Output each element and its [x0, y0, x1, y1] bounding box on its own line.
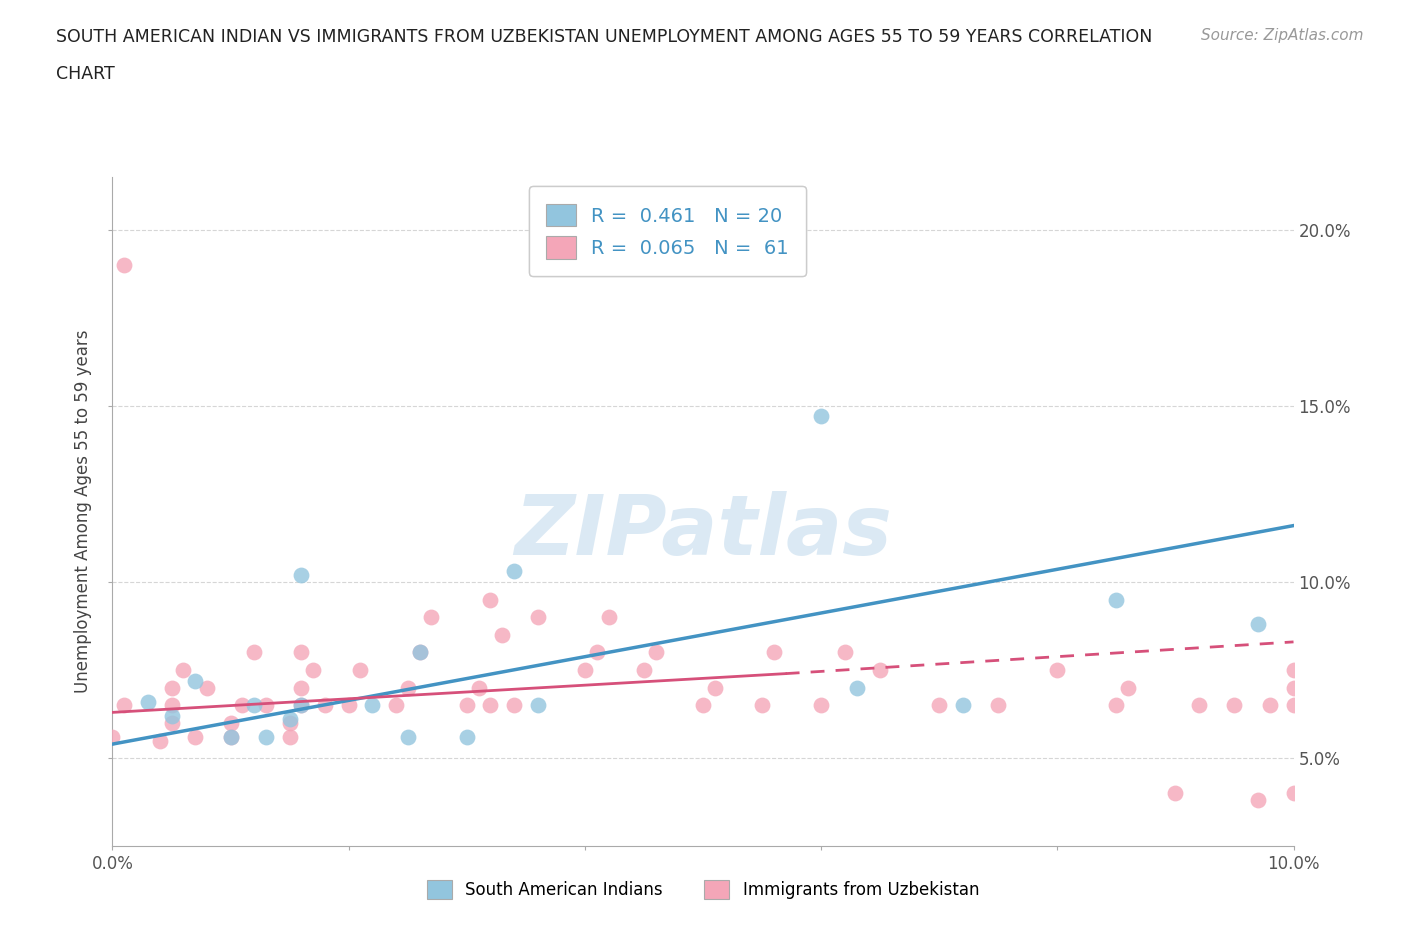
Point: [112, 698, 135, 712]
Point: [302, 663, 325, 678]
Point: [219, 730, 242, 745]
Point: [491, 628, 513, 643]
Point: [290, 698, 312, 712]
Point: [810, 698, 832, 712]
Point: [1282, 663, 1305, 678]
Point: [160, 698, 183, 712]
Point: [467, 680, 489, 695]
Point: [1258, 698, 1281, 712]
Text: ZIPatlas: ZIPatlas: [515, 491, 891, 572]
Point: [136, 695, 159, 710]
Point: [1116, 680, 1139, 695]
Point: [149, 733, 172, 748]
Point: [633, 663, 655, 678]
Point: [1282, 680, 1305, 695]
Point: [278, 730, 301, 745]
Point: [396, 730, 419, 745]
Point: [845, 680, 868, 695]
Point: [1105, 698, 1128, 712]
Point: [503, 564, 526, 578]
Point: [195, 680, 218, 695]
Point: [1188, 698, 1211, 712]
Point: [290, 698, 312, 712]
Point: [243, 645, 266, 660]
Legend: South American Indians, Immigrants from Uzbekistan: South American Indians, Immigrants from …: [413, 867, 993, 912]
Point: [479, 698, 502, 712]
Text: CHART: CHART: [56, 65, 115, 83]
Point: [243, 698, 266, 712]
Point: [1105, 592, 1128, 607]
Point: [987, 698, 1010, 712]
Point: [408, 645, 430, 660]
Point: [456, 698, 478, 712]
Point: [952, 698, 974, 712]
Point: [869, 663, 891, 678]
Point: [184, 673, 207, 688]
Point: [456, 730, 478, 745]
Point: [644, 645, 666, 660]
Point: [834, 645, 856, 660]
Point: [598, 610, 620, 625]
Point: [1046, 663, 1069, 678]
Point: [172, 663, 194, 678]
Point: [219, 730, 242, 745]
Point: [101, 730, 124, 745]
Point: [810, 409, 832, 424]
Point: [396, 680, 419, 695]
Point: [479, 592, 502, 607]
Point: [585, 645, 607, 660]
Point: [526, 698, 548, 712]
Point: [1223, 698, 1246, 712]
Point: [703, 680, 725, 695]
Point: [349, 663, 371, 678]
Legend: R =  0.461   N = 20, R =  0.065   N =  61: R = 0.461 N = 20, R = 0.065 N = 61: [529, 186, 806, 276]
Point: [1247, 793, 1270, 808]
Point: [160, 715, 183, 730]
Point: [278, 712, 301, 727]
Point: [278, 715, 301, 730]
Point: [337, 698, 360, 712]
Point: [254, 698, 277, 712]
Point: [112, 258, 135, 272]
Point: [361, 698, 384, 712]
Point: [526, 610, 548, 625]
Point: [1164, 786, 1187, 801]
Point: [385, 698, 408, 712]
Text: Source: ZipAtlas.com: Source: ZipAtlas.com: [1201, 28, 1364, 43]
Y-axis label: Unemployment Among Ages 55 to 59 years: Unemployment Among Ages 55 to 59 years: [75, 330, 93, 693]
Point: [290, 680, 312, 695]
Point: [503, 698, 526, 712]
Point: [290, 645, 312, 660]
Point: [254, 730, 277, 745]
Text: SOUTH AMERICAN INDIAN VS IMMIGRANTS FROM UZBEKISTAN UNEMPLOYMENT AMONG AGES 55 T: SOUTH AMERICAN INDIAN VS IMMIGRANTS FROM…: [56, 28, 1153, 46]
Point: [231, 698, 253, 712]
Point: [574, 663, 596, 678]
Point: [160, 680, 183, 695]
Point: [160, 709, 183, 724]
Point: [692, 698, 714, 712]
Point: [928, 698, 950, 712]
Point: [219, 715, 242, 730]
Point: [1282, 786, 1305, 801]
Point: [751, 698, 773, 712]
Point: [290, 567, 312, 582]
Point: [420, 610, 443, 625]
Point: [762, 645, 785, 660]
Point: [1282, 698, 1305, 712]
Point: [184, 730, 207, 745]
Point: [314, 698, 336, 712]
Point: [408, 645, 430, 660]
Point: [1247, 617, 1270, 631]
